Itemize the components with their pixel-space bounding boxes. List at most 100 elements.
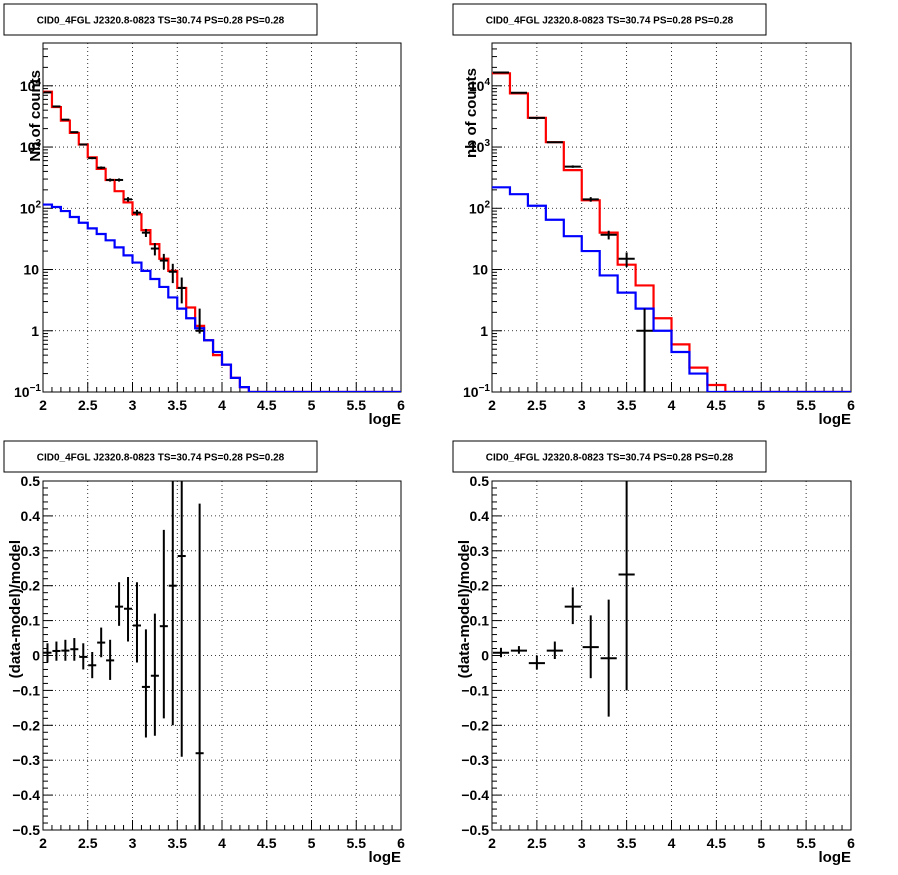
y-axis: 10−1 1 10 102 103 104 [463, 42, 502, 400]
y-tick-label: 0.4 [470, 508, 490, 524]
x-tick-label: 3.5 [168, 397, 188, 413]
data-points [492, 71, 653, 392]
y-tick-label: −0.5 [461, 822, 489, 838]
data-points [43, 481, 204, 830]
data-point [43, 91, 52, 94]
x-tick-label: 6 [847, 835, 855, 851]
data-point [97, 627, 106, 658]
x-tick-label: 6 [397, 835, 405, 851]
data-point [52, 105, 61, 108]
data-point [492, 647, 510, 658]
x-tick-label: 4 [668, 835, 676, 851]
data-point [43, 643, 52, 663]
y-tick-label: 1 [480, 323, 488, 339]
y-axis-title: Nb of counts [27, 70, 44, 162]
data-point [61, 639, 70, 661]
y-tick-label: 103 [469, 138, 491, 155]
data-point [546, 641, 563, 659]
y-tick-label: −0.1 [12, 682, 40, 698]
x-tick-label: 2 [39, 397, 47, 413]
data-point [195, 308, 204, 334]
data-point [150, 613, 159, 736]
x-tick-label: 6 [397, 397, 405, 413]
title-box [3, 3, 318, 36]
y-tick-label: −0.3 [12, 752, 40, 768]
x-tick-label: 4.5 [707, 835, 727, 851]
title-box [452, 3, 767, 36]
data-point [79, 643, 88, 670]
x-axis-title: logE [369, 411, 402, 428]
grid-lines [43, 481, 401, 830]
data-point [510, 646, 528, 654]
data-point [618, 481, 635, 691]
x-tick-label: 2 [39, 835, 47, 851]
x-tick-label: 3 [578, 835, 586, 851]
x-tick-label: 2.5 [527, 835, 547, 851]
data-point [123, 197, 133, 202]
x-tick-label: 5.5 [796, 397, 816, 413]
data-points [492, 481, 635, 717]
x-axis: 2 2.5 3 3.5 4 4.5 5 5.5 6 [488, 820, 855, 851]
data-point [582, 197, 599, 202]
data-point [168, 263, 177, 284]
y-axis-title: (data-model)/model [7, 540, 24, 678]
y-tick-label: 102 [20, 199, 42, 216]
y-tick-label: −0.5 [12, 822, 40, 838]
chart-panel-bottom-right: CID0_4FGL J2320.8-0823 TS=30.74 PS=0.28 … [452, 440, 855, 866]
data-point [141, 228, 150, 237]
data-point [510, 91, 528, 94]
data-point [546, 141, 563, 144]
data-point [132, 582, 142, 663]
y-tick-label: 10 [472, 262, 488, 278]
data-point [582, 615, 599, 679]
data-point [79, 143, 88, 146]
chart-panel-top-left: CID0_4FGL J2320.8-0823 TS=30.74 PS=0.28 … [3, 3, 405, 428]
data-point [132, 209, 142, 216]
chart-title: CID0_4FGL J2320.8-0823 TS=30.74 PS=0.28 … [486, 16, 734, 27]
data-point [106, 178, 115, 182]
y-tick-label: −0.4 [12, 787, 40, 803]
histogram-series-red [492, 72, 851, 392]
histogram-series-blue [43, 203, 401, 392]
histogram-series-blue [492, 186, 851, 392]
x-tick-label: 4.5 [257, 835, 277, 851]
x-tick-label: 3 [129, 835, 137, 851]
data-point [168, 481, 177, 726]
chart-title: CID0_4FGL J2320.8-0823 TS=30.74 PS=0.28 … [37, 453, 285, 464]
y-tick-label: 1 [31, 323, 39, 339]
x-tick-label: 5 [308, 397, 316, 413]
data-point [97, 166, 106, 169]
x-tick-label: 5.5 [796, 835, 816, 851]
y-tick-label: 10 [23, 262, 39, 278]
y-tick-label: 10−1 [463, 383, 490, 400]
x-tick-label: 3.5 [617, 835, 637, 851]
y-tick-label: 102 [469, 199, 491, 216]
y-tick-label: −0.1 [461, 682, 489, 698]
data-point [177, 277, 186, 304]
x-tick-label: 5.5 [347, 835, 367, 851]
x-tick-label: 4.5 [707, 397, 727, 413]
x-tick-label: 4 [218, 397, 226, 413]
y-axis: −0.5 −0.4 −0.3 −0.2 −0.1 0 0.1 0.2 0.3 0.4 0.5 [12, 473, 53, 838]
y-tick-label: −0.3 [461, 752, 489, 768]
chart-title: CID0_4FGL J2320.8-0823 TS=30.74 PS=0.28 … [37, 16, 285, 27]
x-axis: 2 2.5 3 3.5 4 4.5 5 5.5 6 [39, 382, 405, 413]
y-tick-label: 0.5 [21, 473, 41, 489]
y-axis: 10−1 1 10 102 103 104 [14, 42, 53, 400]
data-point [195, 503, 204, 830]
data-point [564, 165, 581, 168]
data-point [123, 576, 133, 642]
grid-lines [43, 43, 401, 392]
data-point [528, 655, 545, 670]
x-tick-label: 4 [668, 397, 676, 413]
data-point [115, 178, 124, 182]
x-tick-label: 3.5 [168, 835, 188, 851]
y-tick-label: 0.5 [470, 473, 490, 489]
x-tick-label: 3 [129, 397, 137, 413]
data-point [528, 116, 545, 119]
y-tick-label: 0.1 [470, 613, 490, 629]
y-tick-label: 0.1 [21, 613, 41, 629]
y-tick-label: 0.3 [470, 543, 490, 559]
x-tick-label: 2 [488, 835, 496, 851]
